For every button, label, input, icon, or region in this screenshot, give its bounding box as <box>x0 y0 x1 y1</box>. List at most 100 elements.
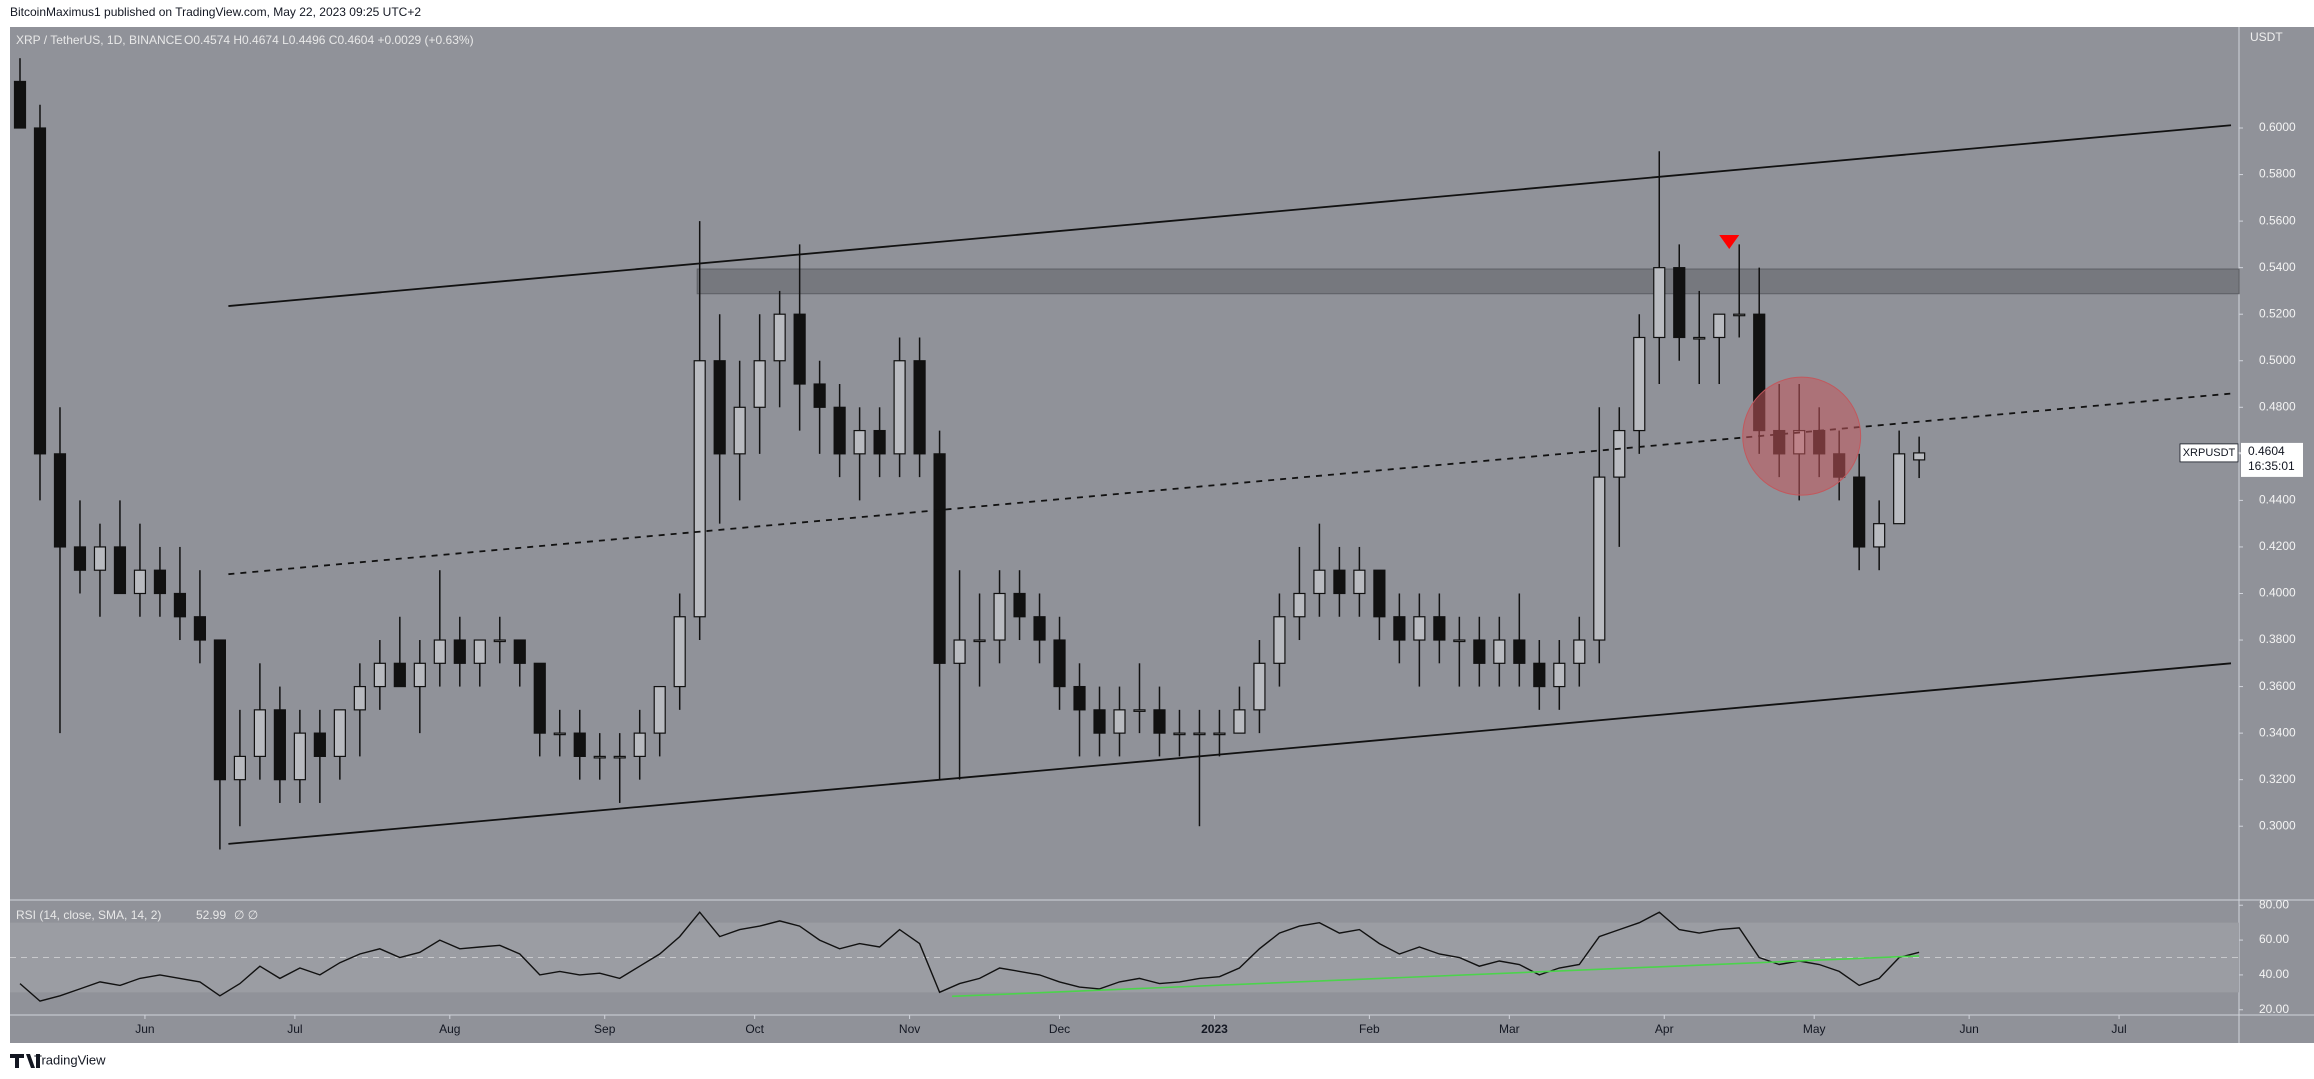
candle-body <box>1313 569 1326 595</box>
candle-body <box>1353 569 1366 595</box>
candle-body <box>353 685 366 711</box>
last-price-label: 0.4604 <box>2248 444 2285 458</box>
candle-body <box>1033 616 1046 641</box>
candle-body <box>1553 662 1566 688</box>
candle-body <box>933 453 946 664</box>
candle-body <box>593 755 606 759</box>
y-tick-label: 0.4000 <box>2259 586 2296 600</box>
time-axis-background <box>10 1015 2239 1043</box>
candle-body <box>1593 476 1606 641</box>
candle-body <box>1893 453 1906 525</box>
highlight-circle <box>1742 376 1862 496</box>
candle-body <box>1493 639 1506 664</box>
candle-body <box>1853 476 1866 548</box>
candle-body <box>193 616 207 641</box>
rejection-arrow <box>1719 235 1740 250</box>
rsi-last: 52.99 <box>196 908 226 922</box>
rsi-tick-label: 60.00 <box>2259 932 2289 946</box>
plot-background <box>10 27 2239 1015</box>
candle-body <box>1113 709 1126 734</box>
candle-body <box>1133 709 1146 712</box>
candle-body <box>613 755 626 759</box>
candle-body <box>153 569 167 595</box>
candle-body <box>853 429 866 455</box>
symbol: XRP / TetherUS, 1D, BINANCE <box>16 33 182 47</box>
candle-body <box>333 709 346 758</box>
candle-body <box>713 360 726 455</box>
candle-body <box>1713 313 1726 339</box>
rsi-trendline <box>952 955 1920 998</box>
rsi-extra: ∅ ∅ <box>234 908 258 922</box>
candle-body <box>653 685 666 734</box>
candle-body <box>913 360 926 455</box>
candle-body <box>133 569 147 595</box>
candle-body <box>1613 429 1626 478</box>
rsi-tick-label: 20.00 <box>2259 1002 2289 1016</box>
y-tick-label: 0.5400 <box>2259 260 2296 274</box>
candle-body <box>953 639 966 664</box>
candle-body <box>1333 569 1346 595</box>
candle-body <box>253 709 266 758</box>
candle-body <box>233 755 246 781</box>
y-tick-label: 0.3000 <box>2259 818 2296 832</box>
candle-body <box>1673 267 1686 339</box>
candle-body <box>453 639 466 664</box>
x-tick-label: 2023 <box>1201 1022 1228 1036</box>
candle-body <box>1173 732 1186 736</box>
y-tick-label: 0.5600 <box>2259 213 2296 227</box>
candle-body <box>753 360 766 408</box>
candle-body <box>873 429 886 455</box>
y-tick-label: 0.5000 <box>2259 353 2296 367</box>
price-axis-background <box>2239 27 2314 1043</box>
candle-body <box>1013 592 1026 618</box>
candle-body <box>573 732 586 758</box>
candle-body <box>33 127 47 455</box>
y-tick-label: 0.4400 <box>2259 493 2296 507</box>
symbol-tag <box>2179 443 2239 463</box>
candle-body <box>93 546 107 571</box>
rsi-tick-label: 40.00 <box>2259 967 2289 981</box>
candle-body <box>673 616 686 688</box>
candle-body <box>1693 336 1706 340</box>
candle-body <box>973 639 986 643</box>
y-tick-label: 0.5200 <box>2259 306 2296 320</box>
candle-body <box>1253 662 1266 711</box>
channel-line <box>228 662 2232 845</box>
resistance-zone <box>696 268 2240 295</box>
candle-body <box>533 662 546 734</box>
candle-body <box>1473 639 1486 664</box>
candle-body <box>1913 452 1926 461</box>
y-tick-label: 0.3800 <box>2259 632 2296 646</box>
y-tick-label: 0.6000 <box>2259 120 2296 134</box>
y-tick-label: 0.4800 <box>2259 399 2296 413</box>
x-tick-label: Apr <box>1655 1022 1674 1036</box>
candle-body <box>413 662 426 688</box>
y-tick-label: 0.5800 <box>2259 167 2296 181</box>
candle-body <box>173 592 187 618</box>
y-tick-label: 0.3600 <box>2259 679 2296 693</box>
publisher: BitcoinMaximus1 published on TradingView… <box>10 5 421 19</box>
candle-body <box>633 732 646 758</box>
x-tick-label: Mar <box>1499 1022 1520 1036</box>
candle-body <box>1193 732 1206 736</box>
candle-body <box>1873 523 1886 548</box>
candle-body <box>893 360 906 455</box>
candle-body <box>293 732 306 781</box>
footer-brand: TradingView <box>34 1052 106 1067</box>
candle-body <box>513 639 526 664</box>
rsi-tick-label: 80.00 <box>2259 897 2289 911</box>
ohlc: O0.4574 H0.4674 L0.4496 C0.4604 +0.0029 … <box>184 33 474 47</box>
logo <box>10 1054 40 1068</box>
candle-body <box>1433 616 1446 641</box>
candle-body <box>833 406 846 455</box>
candle-body <box>13 80 27 129</box>
x-tick-label: Nov <box>899 1022 920 1036</box>
candle-body <box>553 732 566 736</box>
candle-body <box>493 639 506 643</box>
candle-body <box>773 313 786 362</box>
x-tick-label: Jul <box>287 1022 302 1036</box>
x-tick-label: Jul <box>2111 1022 2126 1036</box>
channel-line <box>228 124 2232 307</box>
